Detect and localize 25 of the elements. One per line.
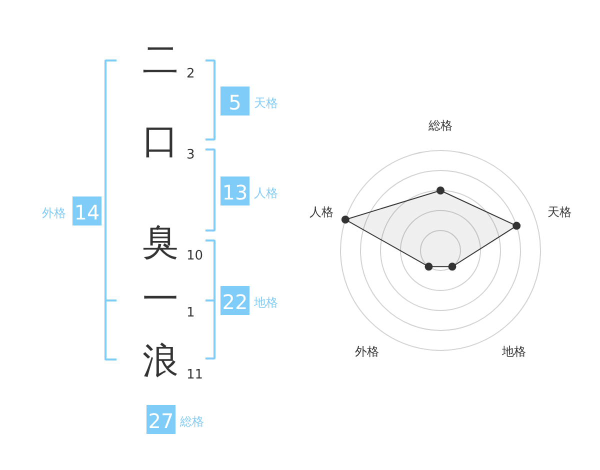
category-label: 外格	[42, 206, 66, 220]
spoke-label: 人格	[310, 204, 334, 219]
category-label: 口	[142, 121, 178, 162]
spoke-label: 総格	[428, 118, 452, 132]
category-label: 一	[142, 279, 178, 320]
data-label: 1	[186, 306, 195, 320]
data-label: 27	[148, 409, 174, 433]
category-label: 浪	[142, 341, 178, 382]
category-label: 地格	[253, 296, 278, 310]
data-label: 14	[74, 200, 100, 224]
category-label: 二	[142, 40, 178, 81]
data-label: 22	[222, 290, 248, 314]
category-label: 総格	[179, 414, 204, 428]
spoke-label: 地格	[500, 344, 526, 359]
category-label: 臭	[142, 222, 178, 263]
data-label: 13	[222, 180, 248, 204]
data-label: 11	[186, 368, 204, 382]
category-label: 人格	[254, 186, 278, 200]
spoke-label: 天格	[547, 204, 572, 219]
data-label: 5	[228, 90, 242, 114]
spoke-label: 外格	[355, 344, 380, 359]
data-label: 2	[186, 66, 195, 82]
data-label: 10	[186, 248, 204, 264]
data-label: 3	[186, 148, 195, 162]
category-label: 天格	[254, 96, 278, 110]
